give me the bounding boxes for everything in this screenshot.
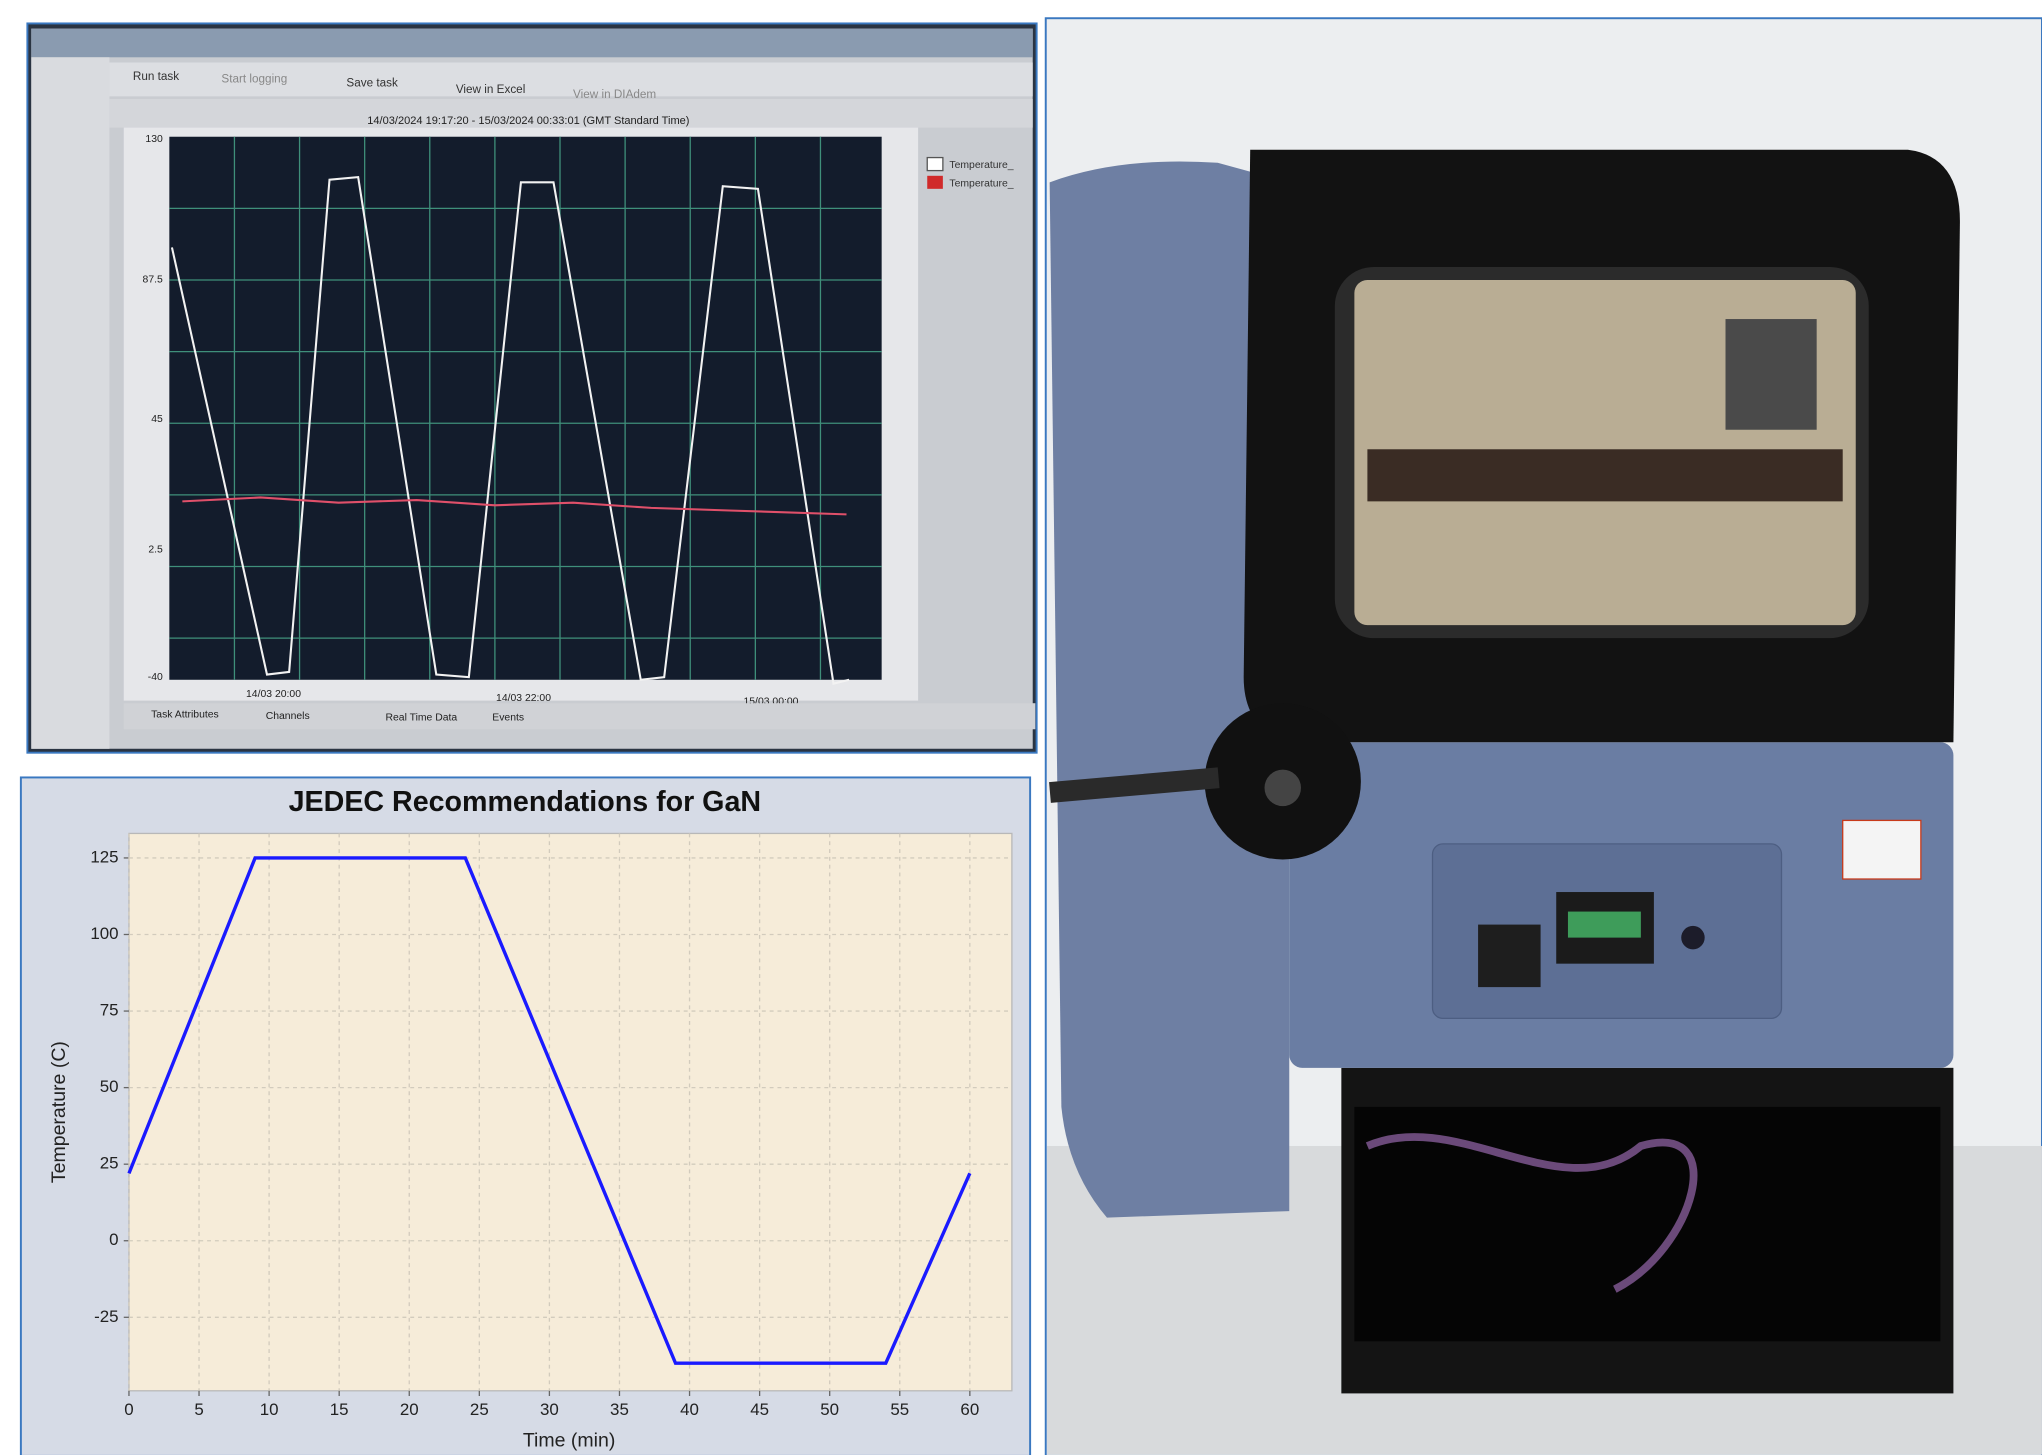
tab: Task Attributes — [151, 710, 219, 721]
screen-photo: Temperature_ Temperature_ Run task Start… — [27, 23, 1036, 752]
screen-y-tick: 45 — [151, 414, 163, 425]
x-tick-label: 60 — [960, 1400, 979, 1419]
y-tick-label: 0 — [109, 1230, 118, 1249]
x-tick-label: 10 — [260, 1400, 279, 1419]
screen-y-tick: 130 — [145, 134, 163, 145]
tab: Events — [492, 712, 524, 723]
y-tick-label: 100 — [90, 924, 118, 943]
tab: Real Time Data — [386, 712, 458, 723]
title-bar — [31, 29, 1032, 58]
time-range: 14/03/2024 19:17:20 - 15/03/2024 00:33:0… — [367, 115, 689, 127]
screen-y-tick: 2.5 — [148, 544, 163, 555]
x-axis-label: Time (min) — [523, 1430, 616, 1452]
screen-x-tick: 14/03 22:00 — [496, 693, 551, 704]
warning-label — [1843, 820, 1921, 879]
x-tick-label: 40 — [680, 1400, 699, 1419]
toolbar-button: View in DIAdem — [573, 88, 656, 101]
x-tick-label: 0 — [124, 1400, 133, 1419]
x-tick-label: 50 — [820, 1400, 839, 1419]
screen-y-tick: 87.5 — [143, 275, 163, 286]
x-tick-label: 35 — [610, 1400, 629, 1419]
tab-bar — [124, 703, 1036, 729]
shelf — [1367, 449, 1842, 501]
x-tick-label: 15 — [330, 1400, 349, 1419]
handle-hub — [1265, 770, 1301, 806]
x-tick-label: 20 — [400, 1400, 419, 1419]
chamber-photo — [1046, 18, 2042, 1455]
y-tick-label: -25 — [94, 1307, 118, 1326]
toolbar-button: Save task — [346, 76, 398, 89]
x-tick-label: 25 — [470, 1400, 489, 1419]
toolbar-button: View in Excel — [456, 83, 525, 96]
screen-y-tick: -40 — [148, 672, 163, 683]
figure: Temperature_ Temperature_ Run task Start… — [0, 0, 2042, 1455]
y-tick-label: 125 — [90, 847, 118, 866]
tree-pane — [31, 57, 109, 748]
switch-panel — [1478, 925, 1541, 988]
y-tick-label: 50 — [100, 1077, 119, 1096]
fan-grille — [1726, 319, 1817, 430]
y-tick-label: 75 — [100, 1001, 119, 1020]
toolbar-button: Start logging — [221, 73, 287, 86]
y-tick-label: 25 — [100, 1154, 119, 1173]
tab: Channels — [266, 711, 310, 722]
screen-legend: Temperature_ — [949, 178, 1013, 189]
button — [1681, 926, 1704, 949]
y-axis-label: Temperature (C) — [48, 1041, 70, 1183]
screen-plot — [169, 137, 881, 680]
x-tick-label: 55 — [890, 1400, 909, 1419]
jedec-chart: JEDEC Recommendations for GaN Time (min)… — [21, 777, 1030, 1455]
screen-legend: Temperature_ — [949, 160, 1013, 171]
page: Temperature_ Temperature_ Run task Start… — [0, 0, 2042, 1455]
legend-swatch — [927, 176, 943, 189]
x-tick-label: 45 — [750, 1400, 769, 1419]
display — [1568, 912, 1641, 938]
x-tick-label: 30 — [540, 1400, 559, 1419]
chart-title: JEDEC Recommendations for GaN — [289, 786, 761, 818]
x-tick-label: 5 — [194, 1400, 203, 1419]
screen-x-tick: 14/03 20:00 — [246, 689, 301, 700]
legend-swatch — [927, 158, 943, 171]
toolbar-button: Run task — [133, 70, 179, 83]
